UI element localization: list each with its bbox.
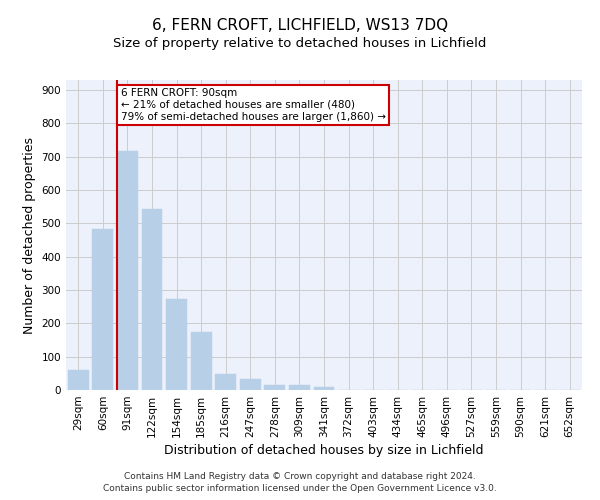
Bar [166,300,187,390]
Bar [265,385,286,390]
Bar [215,374,236,390]
Text: 6 FERN CROFT: 90sqm
← 21% of detached houses are smaller (480)
79% of semi-detac: 6 FERN CROFT: 90sqm ← 21% of detached ho… [121,88,386,122]
Bar [191,332,212,390]
Bar [142,208,163,390]
Text: Size of property relative to detached houses in Lichfield: Size of property relative to detached ho… [113,38,487,51]
Bar [240,379,261,390]
Bar [68,370,89,390]
Bar [314,388,334,390]
Text: Contains HM Land Registry data © Crown copyright and database right 2024.: Contains HM Land Registry data © Crown c… [124,472,476,481]
X-axis label: Distribution of detached houses by size in Lichfield: Distribution of detached houses by size … [164,444,484,457]
Bar [92,229,113,390]
Bar [117,150,138,390]
Y-axis label: Number of detached properties: Number of detached properties [23,136,36,334]
Text: 6, FERN CROFT, LICHFIELD, WS13 7DQ: 6, FERN CROFT, LICHFIELD, WS13 7DQ [152,18,448,32]
Bar [289,386,310,390]
Text: Contains public sector information licensed under the Open Government Licence v3: Contains public sector information licen… [103,484,497,493]
